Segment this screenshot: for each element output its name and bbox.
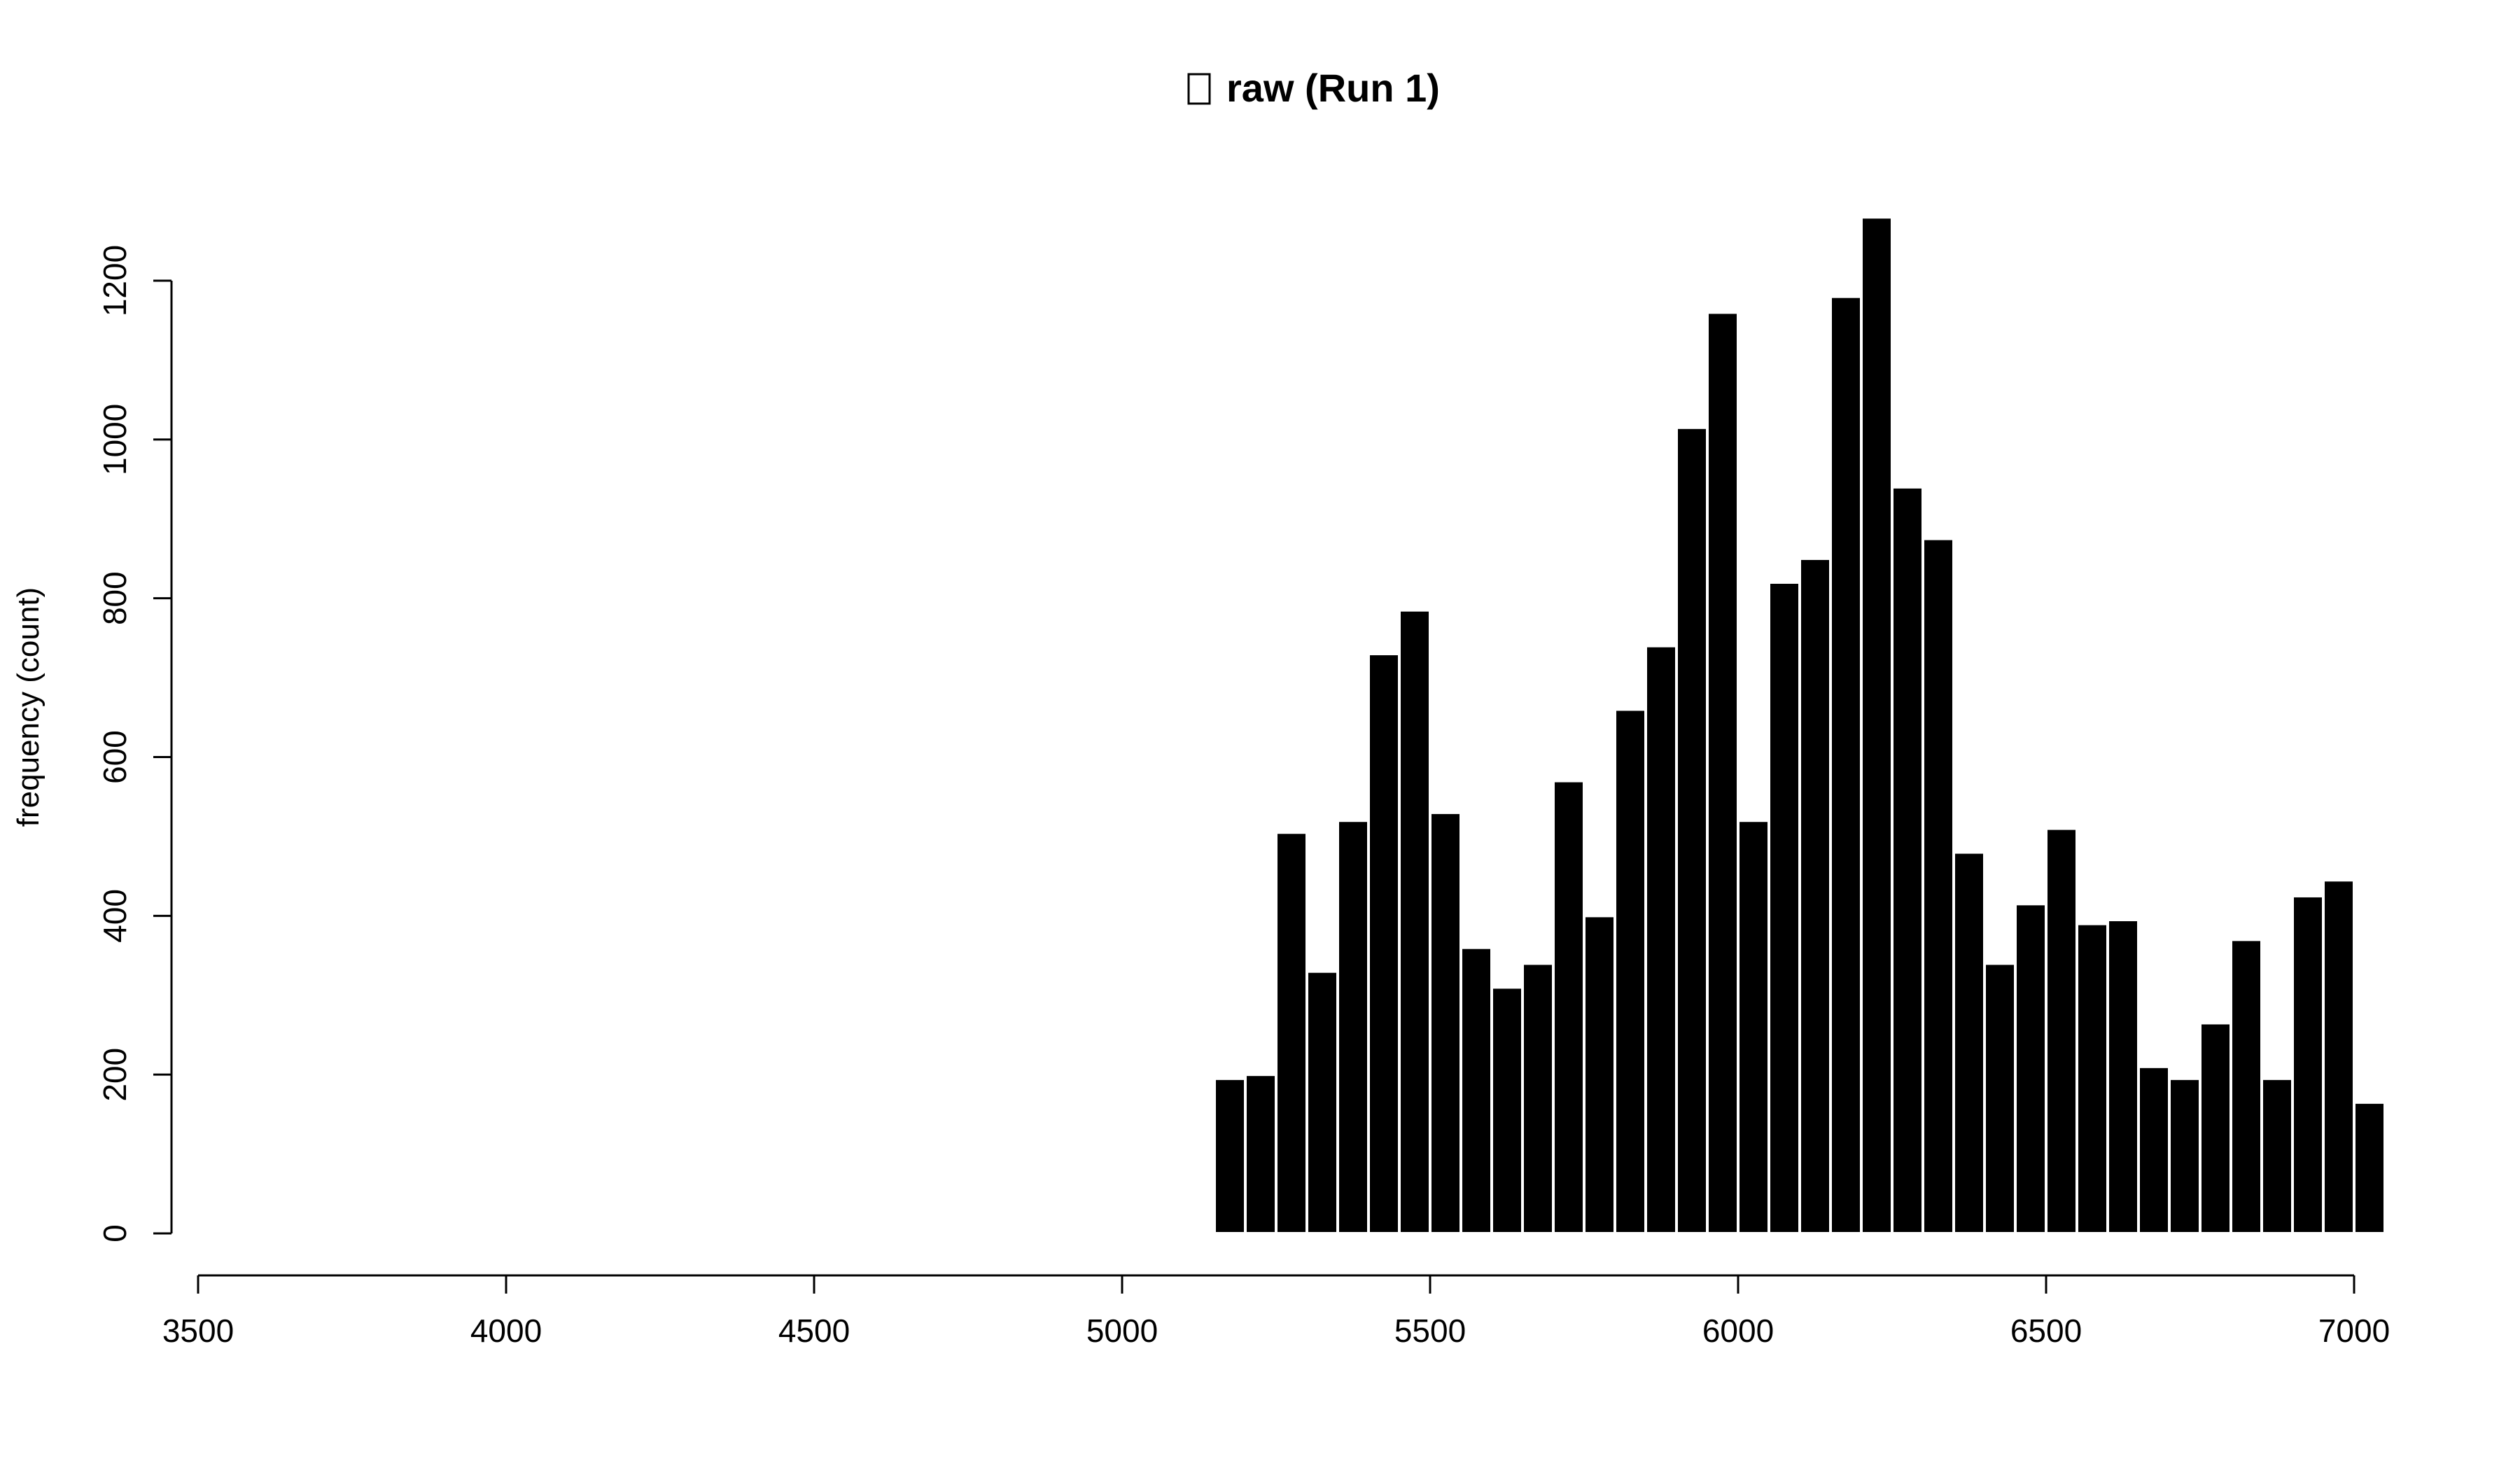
y-axis-label: frequency (count) (11, 587, 46, 827)
x-tick-label: 5500 (1394, 1312, 1466, 1349)
histogram-bar (1614, 708, 1647, 1235)
histogram-bar (1429, 811, 1462, 1236)
histogram-bar (1860, 216, 1893, 1235)
y-tick-label: 400 (97, 889, 133, 943)
y-tick-label: 0 (97, 1224, 133, 1242)
histogram-bar (1490, 986, 1524, 1235)
histogram-bar (2045, 827, 2078, 1235)
histogram-bar (1891, 485, 1924, 1236)
histogram-bar (1952, 850, 1986, 1235)
x-tick-label: 7000 (2318, 1312, 2390, 1349)
histogram-bar (2230, 938, 2263, 1235)
y-tick-label: 1000 (97, 404, 133, 475)
histogram-bar (1737, 819, 1770, 1235)
histogram-bar (1275, 831, 1308, 1235)
y-tick-label: 200 (97, 1048, 133, 1102)
missing-glyph-icon (1187, 73, 1211, 105)
y-tick-label: 1200 (97, 245, 133, 316)
histogram-bar (1460, 946, 1493, 1235)
histogram-bar (1706, 311, 1740, 1235)
y-axis: 0 200 400 600 800 1000 1200 (97, 245, 173, 1242)
histogram-bar (2291, 894, 2325, 1235)
histogram-bar (1367, 652, 1401, 1235)
x-axis: 3500 4000 4500 5000 5500 6000 6500 7000 (162, 1274, 2390, 1349)
histogram-bar (2168, 1077, 2202, 1236)
histogram-bar (1921, 537, 1955, 1235)
x-tick-label: 4500 (778, 1312, 850, 1349)
histogram-bar (1336, 819, 1370, 1235)
histogram-bar (1552, 779, 1586, 1235)
histogram-bar (2014, 902, 2047, 1235)
histogram-bar (1768, 580, 1801, 1235)
y-tick-label: 800 (97, 571, 133, 625)
histogram-bar (2260, 1077, 2294, 1236)
x-tick-label: 6500 (2010, 1312, 2082, 1349)
x-tick-label: 6000 (1702, 1312, 1774, 1349)
x-tick-label: 5000 (1086, 1312, 1158, 1349)
histogram-bar (1829, 295, 1863, 1235)
histogram-bar (2322, 878, 2356, 1235)
histogram-bar (597, 1231, 631, 1235)
y-tick-label: 600 (97, 730, 133, 784)
histogram-bar (1583, 914, 1616, 1236)
histogram-bar (1306, 969, 1339, 1235)
bars-group (597, 216, 2386, 1236)
histogram-bar (1521, 962, 1555, 1235)
histogram-bar (1398, 608, 1432, 1235)
histogram-bar (1675, 426, 1709, 1236)
x-tick-label: 4000 (470, 1312, 542, 1349)
histogram-bar (2106, 918, 2140, 1235)
histogram-bar (1213, 1077, 1247, 1236)
chart-title: raw (Run 1) (1187, 66, 1440, 110)
histogram-bar (2076, 922, 2109, 1236)
chart-title-text: raw (Run 1) (1226, 66, 1440, 110)
histogram-bar (1983, 962, 2017, 1235)
histogram-bar (1244, 1073, 1278, 1235)
histogram-bar (2353, 1100, 2386, 1236)
histogram-bar (1798, 556, 1832, 1235)
x-tick-label: 3500 (162, 1312, 234, 1349)
histogram-bar (1644, 644, 1678, 1235)
histogram-bar (2137, 1065, 2171, 1235)
histogram-bar (2199, 1021, 2232, 1235)
